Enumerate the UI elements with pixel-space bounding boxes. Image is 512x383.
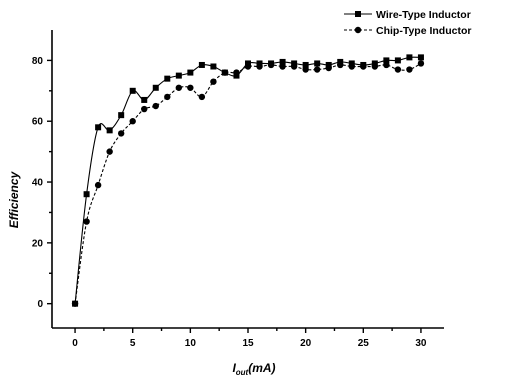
data-point bbox=[325, 64, 332, 72]
data-point bbox=[279, 63, 286, 70]
data-point bbox=[314, 60, 321, 67]
x-tick-label: 25 bbox=[358, 338, 370, 349]
series-chip-type bbox=[71, 60, 425, 307]
data-point bbox=[302, 66, 309, 73]
data-point bbox=[129, 87, 136, 94]
series-line bbox=[74, 62, 422, 304]
data-point bbox=[360, 63, 367, 70]
x-tick-label: 15 bbox=[242, 338, 254, 349]
legend: Wire-Type Inductor Chip-Type Inductor bbox=[344, 9, 471, 37]
data-point bbox=[117, 130, 125, 137]
x-axis-title-main: I bbox=[232, 361, 236, 375]
data-point bbox=[302, 61, 309, 68]
data-point bbox=[290, 63, 298, 70]
legend-label: Wire-Type Inductor bbox=[376, 9, 471, 21]
data-point bbox=[95, 124, 102, 131]
data-point bbox=[279, 58, 286, 65]
data-point bbox=[164, 75, 171, 82]
data-point bbox=[394, 66, 402, 73]
data-point bbox=[164, 93, 171, 101]
data-point bbox=[417, 54, 424, 61]
data-point bbox=[267, 61, 275, 69]
y-axis-title: Efficiency bbox=[7, 170, 21, 228]
y-ticks: 0 20 40 60 80 bbox=[32, 56, 52, 310]
data-point bbox=[394, 57, 401, 64]
data-point bbox=[83, 191, 90, 198]
y-tick-label: 40 bbox=[32, 178, 44, 189]
data-point bbox=[406, 54, 413, 61]
data-point bbox=[417, 60, 425, 67]
data-point bbox=[83, 218, 90, 225]
data-point bbox=[175, 72, 182, 79]
data-point bbox=[210, 78, 217, 85]
data-point bbox=[256, 63, 263, 70]
data-point bbox=[187, 69, 194, 76]
data-point bbox=[118, 112, 125, 119]
y-tick-label: 80 bbox=[32, 56, 44, 67]
data-point bbox=[94, 181, 102, 189]
data-point bbox=[152, 102, 159, 110]
axes bbox=[51, 30, 444, 329]
series-line bbox=[74, 56, 421, 304]
y-tick-label: 0 bbox=[37, 299, 43, 310]
data-point bbox=[106, 127, 113, 134]
data-point bbox=[313, 66, 321, 73]
data-point bbox=[233, 69, 240, 76]
data-point bbox=[198, 61, 205, 68]
x-ticks: 0 5 10 15 20 25 30 bbox=[72, 328, 427, 349]
x-tick-label: 0 bbox=[72, 338, 78, 349]
x-axis-title-subscript: out bbox=[236, 368, 249, 377]
data-point bbox=[152, 84, 159, 91]
data-point bbox=[71, 300, 79, 307]
data-point bbox=[221, 69, 229, 76]
data-point bbox=[337, 61, 344, 69]
data-point bbox=[187, 84, 194, 91]
data-point bbox=[348, 63, 355, 70]
x-tick-label: 5 bbox=[130, 338, 136, 349]
y-tick-label: 60 bbox=[32, 117, 44, 128]
data-point bbox=[383, 61, 390, 69]
data-point bbox=[141, 105, 148, 113]
series-wire-type bbox=[72, 54, 424, 307]
data-point bbox=[141, 96, 148, 103]
legend-label: Chip-Type Inductor bbox=[376, 25, 471, 37]
x-axis-title-suffix: (mA) bbox=[248, 361, 275, 375]
x-tick-label: 30 bbox=[415, 338, 427, 349]
data-point bbox=[383, 57, 390, 64]
data-point bbox=[175, 84, 183, 91]
legend-marker bbox=[354, 26, 362, 34]
data-point bbox=[371, 63, 379, 70]
x-tick-label: 10 bbox=[185, 338, 197, 349]
x-tick-label: 20 bbox=[300, 338, 312, 349]
data-point bbox=[129, 118, 136, 125]
data-point bbox=[210, 63, 217, 70]
data-point bbox=[244, 63, 252, 70]
data-point bbox=[406, 66, 413, 73]
data-point bbox=[198, 93, 206, 101]
legend-marker bbox=[355, 11, 361, 17]
series-layer bbox=[71, 54, 425, 307]
x-axis-title: Iout(mA) bbox=[232, 361, 275, 377]
y-tick-label: 20 bbox=[32, 238, 44, 249]
data-point bbox=[106, 148, 113, 155]
